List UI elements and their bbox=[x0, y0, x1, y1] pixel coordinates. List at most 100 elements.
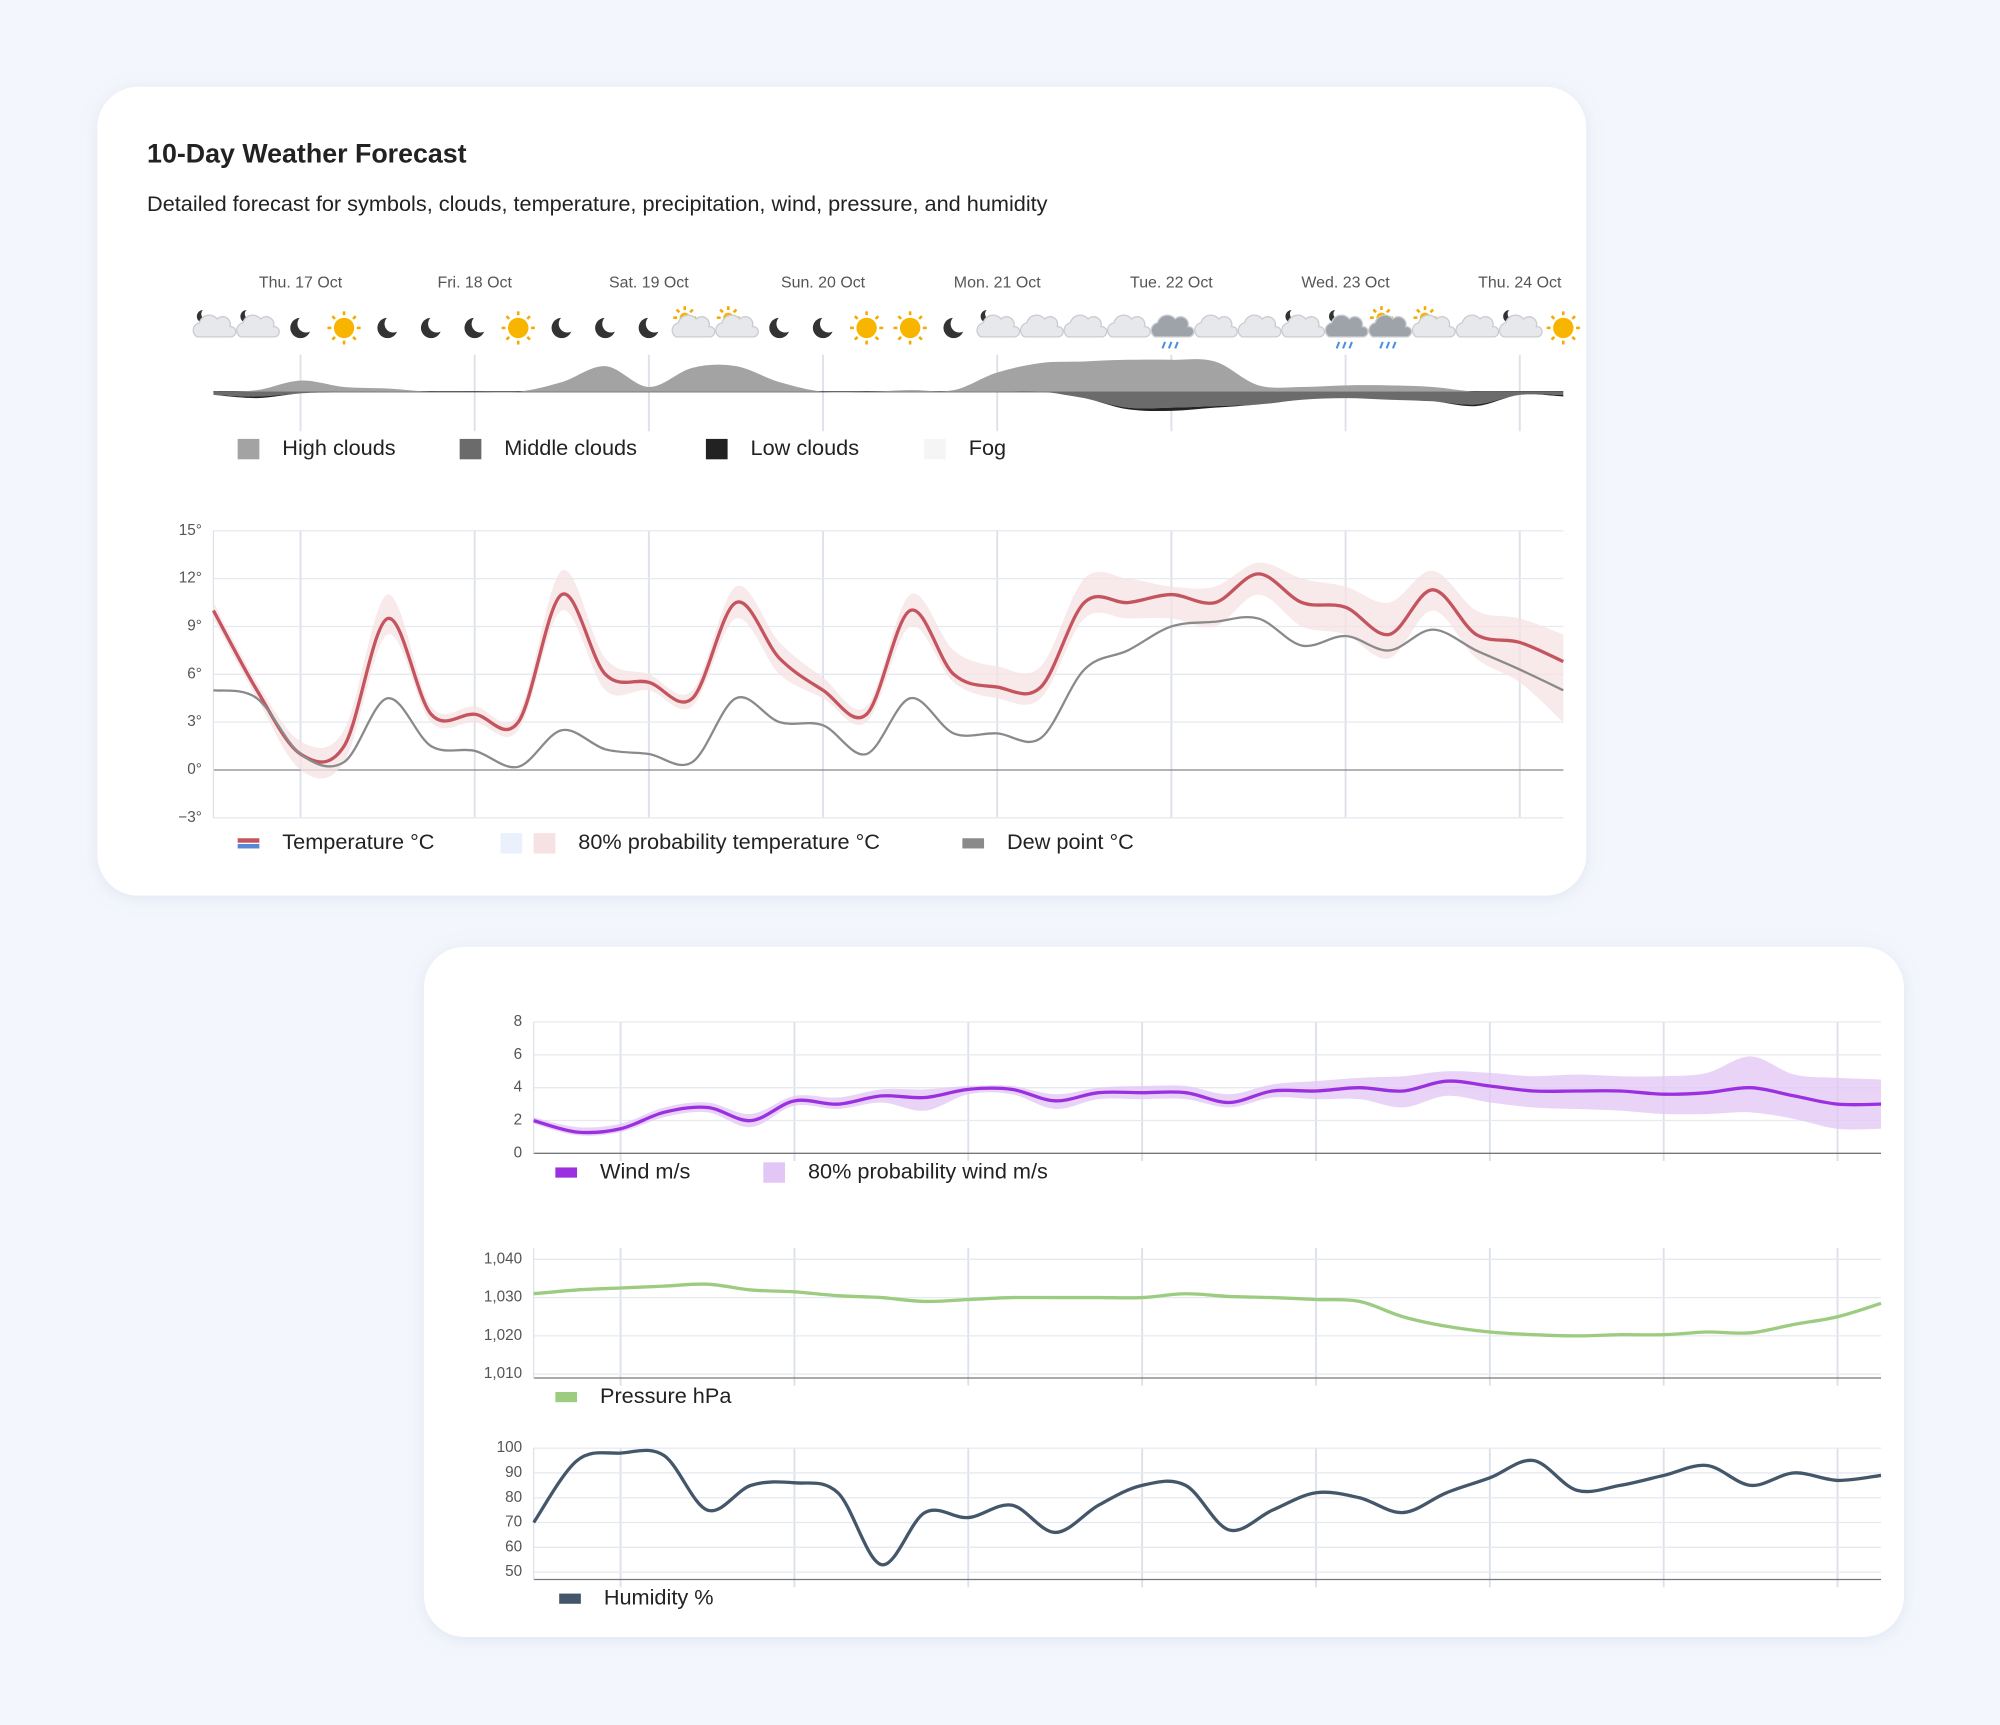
cloud bbox=[236, 314, 280, 338]
rain-drop bbox=[1342, 341, 1347, 349]
day-label: Tue. 22 Oct bbox=[1130, 274, 1213, 291]
moon-cut bbox=[471, 315, 489, 333]
legend-label: Humidity % bbox=[604, 1584, 714, 1609]
sun-ray bbox=[352, 336, 357, 341]
sun-ray bbox=[1385, 308, 1391, 314]
weather-icon bbox=[1150, 314, 1195, 349]
moon-cut bbox=[776, 315, 794, 333]
sun-ray bbox=[874, 336, 880, 341]
y-tick-label: 1,010 bbox=[484, 1365, 522, 1382]
sun-ray bbox=[853, 336, 859, 341]
weather-icon bbox=[1281, 308, 1326, 338]
line bbox=[533, 1079, 1882, 1135]
weather-icon bbox=[236, 308, 280, 338]
legend-label: Dew point °C bbox=[1007, 829, 1134, 854]
cloud bbox=[671, 314, 716, 338]
weather-icon bbox=[715, 306, 759, 338]
weather-icon bbox=[671, 306, 716, 338]
y-tick-label: 15° bbox=[179, 522, 202, 539]
legend-label: Fog bbox=[969, 435, 1006, 460]
legend-label: Pressure hPa bbox=[600, 1383, 732, 1408]
rain-drop bbox=[1392, 341, 1397, 349]
cloud bbox=[1498, 314, 1543, 338]
legend-swatch bbox=[763, 1162, 786, 1183]
cloud bbox=[976, 314, 1021, 338]
weather-icon bbox=[1063, 314, 1108, 338]
weather-icon bbox=[551, 315, 577, 339]
legend-label: Low clouds bbox=[751, 435, 860, 460]
moon-cut bbox=[819, 315, 838, 333]
weather-icon bbox=[638, 315, 664, 339]
cloud bbox=[1237, 314, 1282, 338]
legend-swatch bbox=[237, 838, 260, 843]
weather-icon bbox=[893, 311, 927, 345]
legend-swatch bbox=[555, 1167, 578, 1178]
cloud bbox=[1455, 314, 1500, 338]
rain-drop bbox=[1167, 341, 1173, 349]
day-label: Sun. 20 Oct bbox=[781, 274, 866, 291]
moon-cut bbox=[558, 315, 577, 333]
y-tick-label: 12° bbox=[179, 570, 202, 587]
weather-icon bbox=[943, 315, 968, 339]
y-tick-label: 3° bbox=[187, 713, 202, 730]
legend-swatch bbox=[705, 438, 728, 460]
cloud bbox=[1281, 314, 1326, 338]
cloud bbox=[1411, 314, 1456, 338]
legend-swatch bbox=[533, 833, 556, 854]
legend-swatch bbox=[237, 843, 260, 849]
weather-icon bbox=[812, 315, 838, 339]
legend-swatch bbox=[237, 438, 260, 460]
weather-icon bbox=[501, 311, 535, 345]
rain-drop bbox=[1385, 341, 1391, 349]
sun-ray bbox=[732, 308, 738, 314]
sun bbox=[333, 317, 355, 339]
y-tick-label: 6 bbox=[514, 1046, 523, 1063]
rain-drop bbox=[1161, 341, 1166, 349]
moon-cut bbox=[384, 315, 402, 333]
legend-label: 80% probability wind m/s bbox=[808, 1158, 1048, 1183]
day-label: Mon. 21 Oct bbox=[954, 274, 1041, 291]
day-label: Fri. 18 Oct bbox=[437, 274, 512, 291]
y-tick-label: 80 bbox=[505, 1489, 522, 1506]
cloud bbox=[1150, 314, 1195, 338]
legend-label: Wind m/s bbox=[600, 1158, 691, 1183]
cloud bbox=[1324, 314, 1369, 338]
sun-ray bbox=[505, 315, 511, 320]
weather-icon bbox=[976, 308, 1021, 338]
legend-swatch bbox=[924, 438, 946, 460]
line bbox=[213, 615, 1564, 769]
y-tick-label: 1,030 bbox=[484, 1289, 522, 1306]
day-label: Sat. 19 Oct bbox=[609, 274, 689, 291]
subtitle: Detailed forecast for symbols, clouds, t… bbox=[147, 191, 1048, 216]
sun-ray bbox=[719, 308, 724, 314]
sun-ray bbox=[675, 308, 681, 314]
rain-drop bbox=[1379, 341, 1384, 349]
y-tick-label: 4 bbox=[514, 1079, 523, 1096]
cloud bbox=[1194, 314, 1238, 338]
line bbox=[532, 1448, 1882, 1567]
weather-icon bbox=[464, 315, 489, 339]
moon-cut bbox=[645, 315, 664, 333]
line bbox=[211, 572, 1564, 764]
sun-ray bbox=[331, 336, 336, 341]
legend-label: Temperature °C bbox=[282, 829, 434, 854]
y-tick-label: 50 bbox=[505, 1563, 522, 1580]
weather-icon bbox=[1324, 308, 1369, 349]
sun bbox=[899, 317, 921, 339]
legend-swatch bbox=[962, 838, 985, 849]
sun-ray bbox=[1415, 308, 1421, 314]
weather-icon bbox=[1237, 314, 1282, 338]
cloud bbox=[715, 314, 759, 338]
sun bbox=[508, 317, 529, 339]
cloud bbox=[1063, 314, 1108, 338]
sun-ray bbox=[1372, 308, 1377, 314]
legend-swatch bbox=[555, 1391, 578, 1403]
sun-ray bbox=[1550, 315, 1556, 320]
weather-icon bbox=[850, 311, 884, 345]
weather-icon bbox=[1194, 314, 1238, 338]
chart: 50 60 70 80 90 100 Humidity % bbox=[497, 1439, 1882, 1609]
weather-icon bbox=[290, 315, 315, 339]
legend-swatch bbox=[459, 438, 482, 460]
y-tick-label: 9° bbox=[187, 618, 202, 635]
probability-band bbox=[533, 1056, 1882, 1136]
